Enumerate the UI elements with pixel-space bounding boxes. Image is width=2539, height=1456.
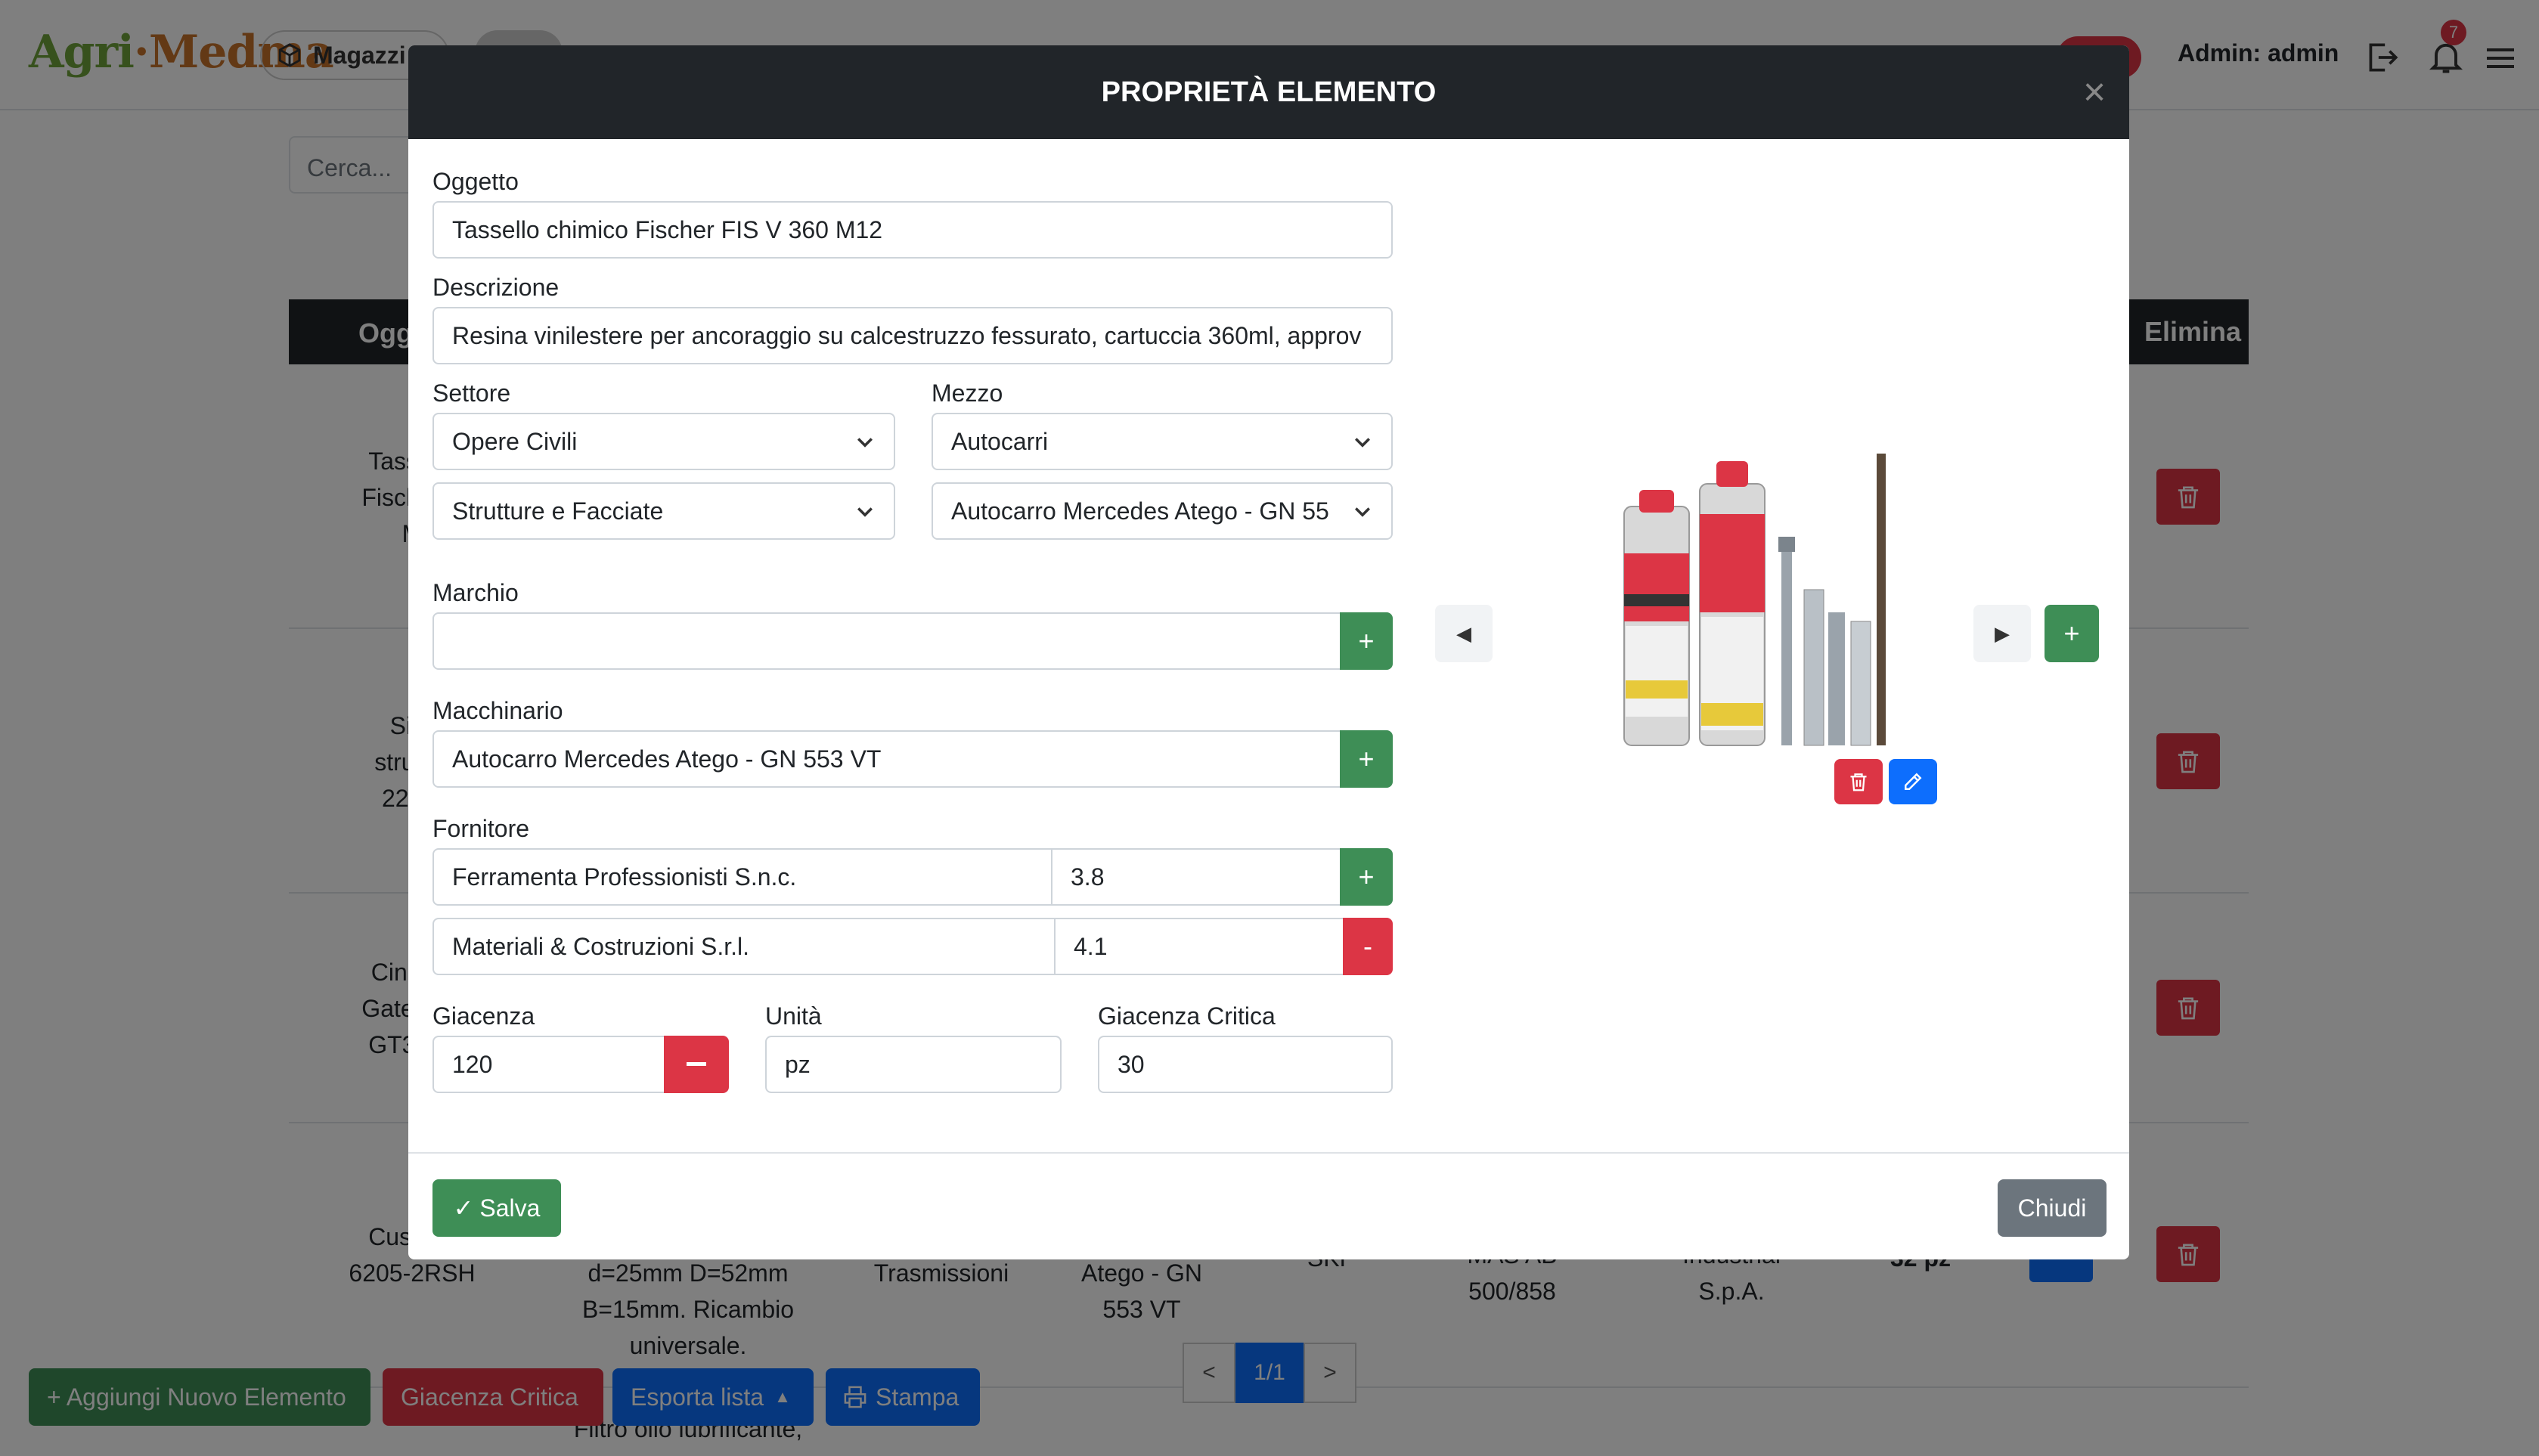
giacenza-critica-input[interactable]: 30 (1098, 1036, 1393, 1093)
mezzo-label: Mezzo (932, 379, 1003, 407)
fornitore-label: Fornitore (432, 815, 530, 842)
minus-icon (687, 1062, 706, 1066)
modal-footer-divider (408, 1152, 2129, 1154)
sottosettore-select[interactable]: Strutture e Facciate (432, 482, 895, 540)
remove-fornitore-button[interactable]: - (1343, 918, 1393, 975)
image-next-button[interactable]: ▶ (1973, 605, 2031, 662)
add-fornitore-button[interactable]: + (1340, 848, 1393, 906)
image-prev-button[interactable]: ◀ (1435, 605, 1493, 662)
settore-select[interactable]: Opere Civili (432, 413, 895, 470)
chevron-down-icon (857, 438, 873, 448)
close-icon[interactable]: × (2082, 70, 2107, 114)
veicolo-select[interactable]: Autocarro Mercedes Atego - GN 55 (932, 482, 1393, 540)
product-image (1595, 454, 1913, 801)
delete-image-button[interactable] (1834, 759, 1883, 804)
close-button[interactable]: Chiudi (1998, 1179, 2107, 1237)
giacenza-input[interactable]: 120 (432, 1036, 667, 1093)
descrizione-label: Descrizione (432, 274, 560, 301)
fornitore-price-input[interactable]: 3.8 (1051, 848, 1343, 906)
giacenza-label: Giacenza (432, 1002, 535, 1030)
pencil-icon (1905, 773, 1922, 790)
decrease-giacenza-button[interactable] (664, 1036, 729, 1093)
unita-input[interactable]: pz (765, 1036, 1062, 1093)
mezzo-select[interactable]: Autocarri (932, 413, 1393, 470)
modal-title: PROPRIETÀ ELEMENTO (1101, 76, 1437, 108)
save-button[interactable]: ✓ Salva (432, 1179, 561, 1237)
macchinario-input[interactable]: Autocarro Mercedes Atego - GN 553 VT (432, 730, 1341, 788)
fornitore-name-input[interactable]: Ferramenta Professionisti S.n.c. (432, 848, 1054, 906)
oggetto-label: Oggetto (432, 168, 519, 195)
modal-header: PROPRIETÀ ELEMENTO (408, 45, 2129, 139)
giacenza-critica-label: Giacenza Critica (1098, 1002, 1276, 1030)
element-properties-modal: PROPRIETÀ ELEMENTO × Oggetto Tassello ch… (408, 45, 2129, 1259)
fornitore-name-input[interactable]: Materiali & Costruzioni S.r.l. (432, 918, 1057, 975)
add-marchio-button[interactable]: + (1340, 612, 1393, 670)
add-image-button[interactable]: + (2045, 605, 2099, 662)
macchinario-label: Macchinario (432, 697, 563, 724)
add-macchinario-button[interactable]: + (1340, 730, 1393, 788)
marchio-label: Marchio (432, 579, 519, 606)
descrizione-input[interactable]: Resina vinilestere per ancoraggio su cal… (432, 307, 1393, 364)
unita-label: Unità (765, 1002, 822, 1030)
marchio-input[interactable] (432, 612, 1341, 670)
oggetto-input[interactable]: Tassello chimico Fischer FIS V 360 M12 (432, 201, 1393, 259)
chevron-down-icon (857, 507, 873, 517)
fornitore-price-input[interactable]: 4.1 (1054, 918, 1346, 975)
chevron-down-icon (1355, 438, 1370, 448)
chevron-down-icon (1355, 507, 1370, 517)
settore-label: Settore (432, 379, 511, 407)
trash-icon (1850, 773, 1867, 792)
check-icon: ✓ (453, 1194, 474, 1222)
edit-image-button[interactable] (1889, 759, 1937, 804)
